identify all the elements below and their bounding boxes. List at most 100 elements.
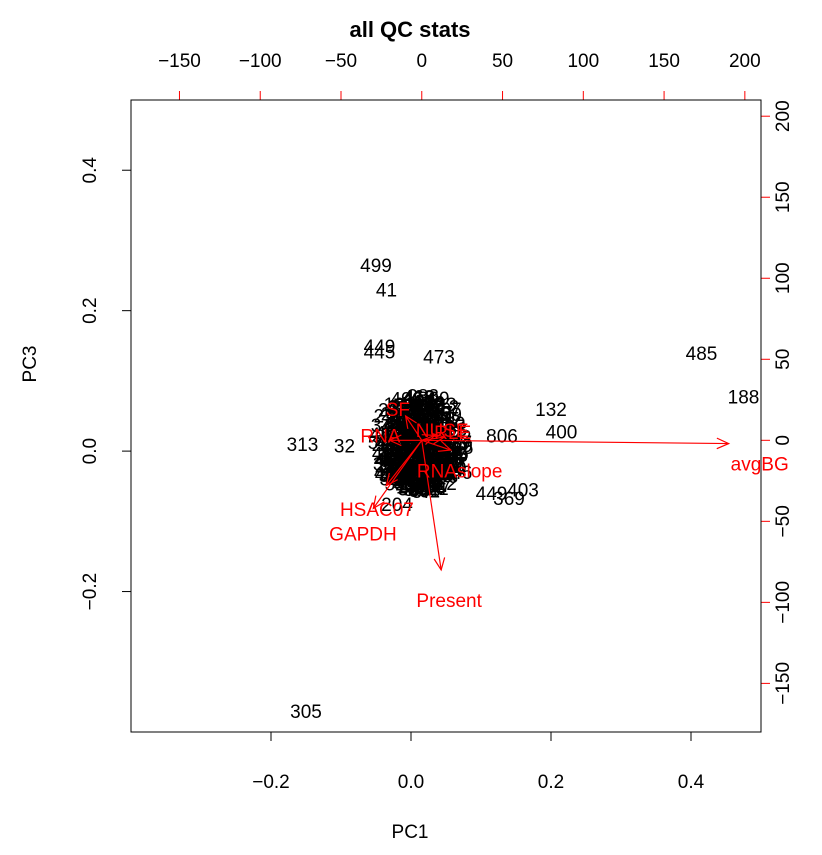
sample-label: 277 (437, 450, 469, 471)
loading-arrowhead (372, 495, 385, 510)
sample-label: 415 (385, 422, 417, 443)
loading-label: NUSE (416, 421, 469, 442)
sample-label: 66 (401, 458, 422, 479)
sample-label: 229 (406, 461, 438, 482)
sample-label: 27 (420, 462, 441, 483)
sample-label: 283 (407, 387, 439, 408)
sample-label: 299 (384, 449, 416, 470)
sample-label: 456 (405, 401, 437, 422)
sample-label: 533 (425, 395, 457, 416)
sample-label: 301 (423, 410, 455, 431)
sample-label: 199 (424, 463, 456, 484)
sample-label: 440 (412, 459, 444, 480)
sample-label: 491 (375, 424, 407, 445)
sample-label: 403 (507, 481, 539, 502)
sample-label: 491 (425, 463, 457, 484)
sample-label: 129 (388, 400, 420, 421)
sample-label: 121 (395, 399, 427, 420)
sample-label: 37 (436, 465, 457, 486)
sample-label: 449 (364, 337, 396, 358)
sample-label: 226 (393, 423, 425, 444)
right-axis-tick-label: −50 (773, 505, 794, 537)
sample-label: 463 (436, 420, 468, 441)
loading-arrow (385, 439, 423, 487)
sample-label: 447 (387, 399, 419, 420)
sample-label: 218 (385, 460, 417, 481)
sample-label: 3 (418, 449, 429, 470)
top-axis-tick-label: 200 (729, 51, 761, 72)
loading-label: GAPDH (329, 524, 397, 545)
sample-label: 533 (381, 442, 413, 463)
sample-label: 424 (402, 411, 434, 432)
right-axis-tick-label: 150 (773, 181, 794, 213)
sample-label: 37 (445, 447, 466, 468)
sample-label: 226 (388, 397, 420, 418)
plot-frame (130, 99, 762, 733)
sample-label: 477 (396, 471, 428, 492)
sample-label: 178 (402, 468, 434, 489)
sample-label: 378 (415, 458, 447, 479)
sample-label: 347 (410, 408, 442, 429)
sample-label: 507 (434, 417, 466, 438)
sample-label: 461 (408, 481, 440, 502)
sample-label: 361 (388, 413, 420, 434)
sample-label: 496 (394, 473, 426, 494)
sample-label: 400 (546, 422, 578, 443)
top-axis-tick-label: −150 (158, 51, 201, 72)
sample-label: 58 (393, 396, 414, 417)
sample-label: 485 (686, 344, 718, 365)
top-axis-tick-label: 150 (648, 51, 680, 72)
sample-label: 156 (413, 394, 445, 415)
sample-label: 90 (410, 470, 431, 491)
x-axis-tick-label: −0.2 (252, 772, 290, 793)
sample-label: 121 (414, 450, 446, 471)
sample-label: 24 (384, 421, 406, 442)
sample-label: 178 (409, 411, 441, 432)
sample-label: 78 (392, 410, 413, 431)
sample-label: 499 (360, 256, 392, 277)
right-axis-tick-label: −150 (773, 662, 794, 705)
sample-label: 109 (407, 417, 439, 438)
y-axis-tick-label: 0.0 (80, 438, 101, 464)
sample-label: 389 (430, 405, 462, 426)
sample-label: 521 (388, 459, 420, 480)
sample-label: 427 (430, 448, 462, 469)
sample-label: 449 (476, 484, 508, 505)
sample-label: 66 (410, 459, 431, 480)
sample-label: 15 (431, 404, 452, 425)
sample-label: 248 (425, 458, 457, 479)
sample-label: 188 (728, 387, 760, 408)
sample-label: 56 (395, 433, 416, 454)
sample-label: 411 (389, 446, 419, 467)
sample-label: 204 (381, 495, 413, 516)
sample-label: 162 (425, 462, 457, 483)
loading-arrow (421, 439, 452, 451)
sample-label: 525 (387, 431, 419, 452)
sample-label: 477 (389, 423, 421, 444)
sample-label: 350 (435, 458, 467, 479)
sample-label: 167 (378, 445, 410, 466)
loading-label: RNA (360, 426, 400, 447)
sample-label: 102 (384, 395, 416, 416)
sample-label: 24 (436, 464, 458, 485)
sample-label: 58 (432, 466, 453, 487)
loading-arrows: avgBG Present GAPDH HSAC07 SF RNAslope RNA NUSE… (329, 400, 789, 612)
sample-label: 429 (419, 444, 451, 465)
x-axis-tick-label: 0.0 (398, 772, 424, 793)
sample-label: 102 (398, 461, 430, 482)
sample-label: 339 (375, 427, 407, 448)
loading-arrowhead (716, 437, 731, 450)
sample-label: 433 (396, 463, 428, 484)
sample-label: 11 (433, 451, 453, 472)
sample-label: 411 (375, 450, 405, 471)
sample-label: 95 (395, 411, 416, 432)
sample-label: 418 (404, 388, 436, 409)
sample-label: 301 (373, 454, 405, 475)
sample-label: 301 (379, 441, 411, 462)
loading-arrow (421, 440, 442, 571)
sample-label: 521 (417, 479, 449, 500)
right-axis-tick-label: 200 (773, 100, 794, 132)
sample-label: 491 (399, 480, 431, 501)
